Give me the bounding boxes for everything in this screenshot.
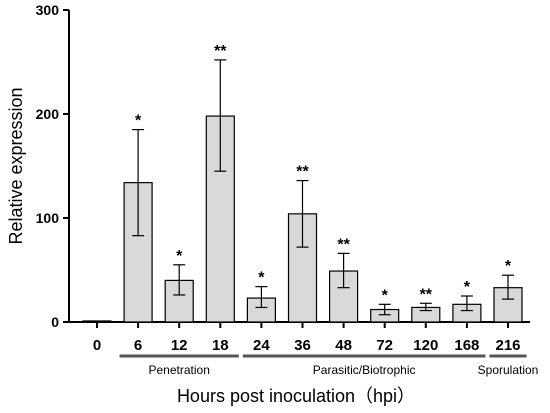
x-tick-label: 120 [413, 337, 438, 354]
group-label: Parasitic/Biotrophic [313, 363, 416, 377]
x-tick-label: 18 [212, 337, 229, 354]
significance-label: * [464, 279, 471, 296]
x-tick-label: 24 [253, 337, 270, 354]
significance-label: * [505, 258, 512, 275]
x-tick-label: 72 [376, 337, 393, 354]
x-axis-title: Hours post inoculation（hpi） [177, 386, 415, 406]
significance-label: ** [420, 286, 433, 303]
significance-label: * [176, 248, 183, 265]
y-axis-title: Relative expression [6, 87, 26, 244]
x-tick-label: 168 [454, 337, 479, 354]
bar-0 [82, 320, 112, 323]
x-tick-label: 0 [93, 337, 101, 354]
x-tick-label: 48 [335, 337, 352, 354]
group-label: Penetration [149, 363, 210, 377]
bars [82, 59, 523, 323]
y-tick-label: 200 [36, 106, 60, 122]
significance-label: * [135, 113, 142, 130]
significance-label: * [382, 287, 389, 304]
y-tick-label: 0 [51, 314, 59, 330]
significance-label: ** [214, 43, 227, 60]
x-tick-label: 216 [495, 337, 520, 354]
x-tick-label: 36 [294, 337, 311, 354]
significance-label: ** [296, 164, 309, 181]
bar-18 [205, 115, 235, 323]
significance-label: * [258, 270, 265, 287]
significance-label: ** [337, 236, 350, 253]
y-tick-label: 100 [36, 210, 60, 226]
y-tick-label: 300 [36, 2, 60, 18]
x-tick-label: 12 [171, 337, 188, 354]
group-label: Sporulation [478, 363, 539, 377]
x-tick-label: 6 [134, 337, 142, 354]
